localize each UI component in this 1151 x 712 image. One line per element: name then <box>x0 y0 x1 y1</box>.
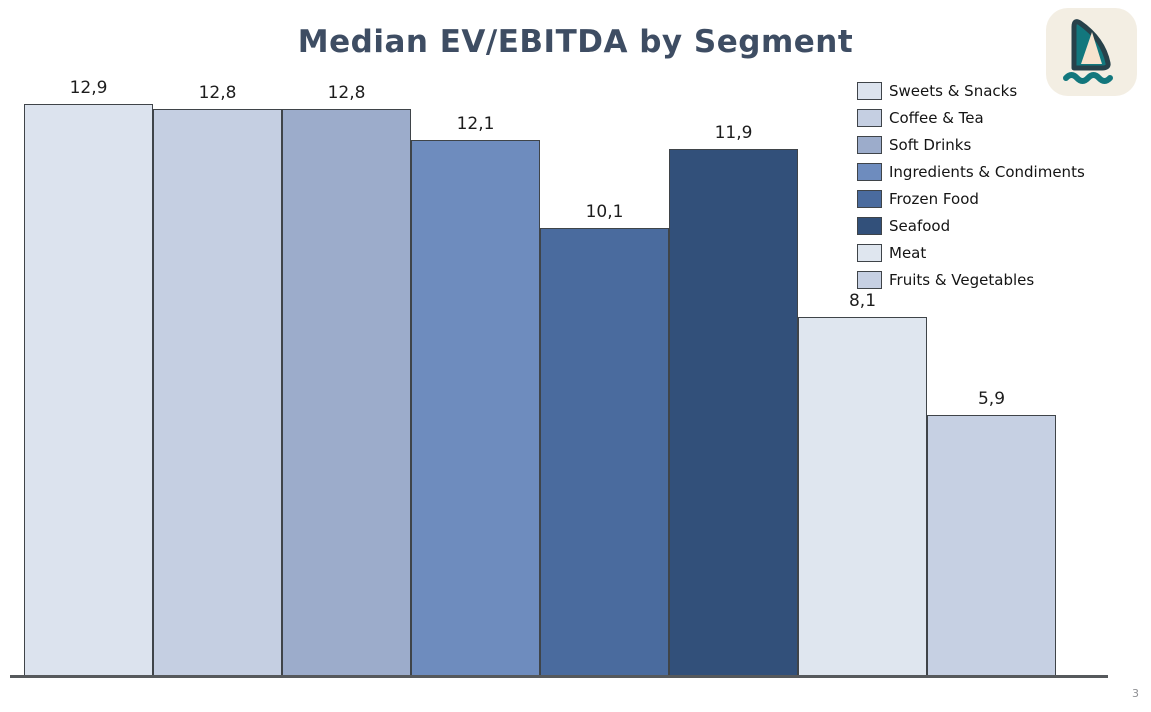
legend-item: Coffee & Tea <box>857 108 1085 127</box>
legend-swatch <box>857 135 882 154</box>
x-axis-line <box>10 675 1108 678</box>
bar <box>669 149 798 676</box>
legend-swatch <box>857 189 882 208</box>
shark-fin-logo-icon <box>1061 15 1123 89</box>
legend-label: Meat <box>889 243 927 262</box>
legend-swatch <box>857 243 882 262</box>
bar <box>540 228 669 676</box>
legend-swatch <box>857 81 882 100</box>
legend-label: Soft Drinks <box>889 135 972 154</box>
bar-chart-plot-area: 12,9 12,8 12,8 12,1 10,1 11,9 8,1 5,9 <box>24 78 1056 676</box>
bar-value-label: 12,9 <box>69 78 108 98</box>
bar-value-label: 12,8 <box>198 83 237 103</box>
legend-label: Fruits & Vegetables <box>889 270 1035 289</box>
bar <box>153 109 282 676</box>
legend-item: Soft Drinks <box>857 135 1085 154</box>
bar <box>411 140 540 676</box>
legend-label: Seafood <box>889 216 951 235</box>
legend-item: Ingredients & Condiments <box>857 162 1085 181</box>
legend-item: Seafood <box>857 216 1085 235</box>
legend-swatch <box>857 162 882 181</box>
bar <box>927 415 1056 676</box>
page-number: 3 <box>1132 687 1139 700</box>
legend-swatch <box>857 270 882 289</box>
legend-label: Coffee & Tea <box>889 108 984 127</box>
legend-label: Sweets & Snacks <box>889 81 1018 100</box>
legend-label: Frozen Food <box>889 189 979 208</box>
legend-swatch <box>857 108 882 127</box>
legend-item: Frozen Food <box>857 189 1085 208</box>
legend-swatch <box>857 216 882 235</box>
chart-title: Median EV/EBITDA by Segment <box>297 24 854 60</box>
legend-item: Sweets & Snacks <box>857 81 1085 100</box>
bar-value-label: 12,8 <box>327 83 366 103</box>
bar-value-label: 10,1 <box>585 202 624 222</box>
company-logo <box>1046 8 1137 96</box>
bar <box>282 109 411 676</box>
legend-item: Fruits & Vegetables <box>857 270 1085 289</box>
bar <box>798 317 927 676</box>
bar-value-label: 12,1 <box>456 114 495 134</box>
bar-value-label: 11,9 <box>714 123 753 143</box>
legend-item: Meat <box>857 243 1085 262</box>
bar-value-label: 5,9 <box>977 389 1006 409</box>
chart-legend: Sweets & Snacks Coffee & Tea Soft Drinks In… <box>857 81 1085 289</box>
legend-label: Ingredients & Condiments <box>889 162 1085 181</box>
bar-value-label: 8,1 <box>848 291 877 311</box>
bar <box>24 104 153 676</box>
